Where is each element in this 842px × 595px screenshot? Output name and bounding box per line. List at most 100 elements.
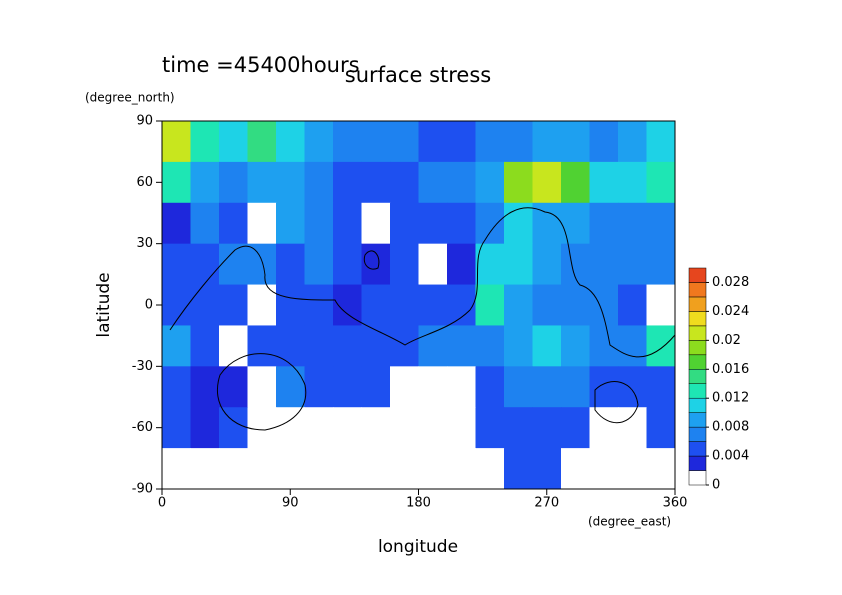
field-cell: [333, 121, 362, 163]
field-cell: [646, 448, 676, 490]
field-cell: [361, 121, 391, 163]
colorbar-label: 0.012: [712, 391, 749, 406]
field-cell: [532, 366, 562, 408]
field-cell: [333, 284, 362, 326]
colorbar-box: [688, 455, 707, 471]
field-cell: [504, 325, 533, 367]
field-cell: [247, 121, 277, 163]
y-tick-label: 60: [136, 175, 153, 190]
colorbar-box: [688, 282, 707, 298]
field-cell: [333, 366, 362, 408]
field-cell: [190, 284, 220, 326]
field-cell: [361, 161, 391, 204]
field-cell: [646, 161, 676, 204]
x-tick-label: 0: [158, 496, 166, 511]
field-cell: [219, 366, 248, 408]
subtitle: time =45400hours: [162, 53, 360, 77]
x-unit: (degree_east): [588, 515, 671, 529]
field-cell: [418, 202, 448, 245]
field-cell: [561, 448, 590, 490]
colorbar-box: [688, 325, 707, 341]
field-cell: [162, 243, 191, 286]
field-cell: [589, 243, 619, 286]
colorbar-box: [688, 267, 707, 283]
field-cell: [333, 325, 362, 367]
field-cell: [190, 448, 220, 490]
x-tick-label: 90: [282, 496, 299, 511]
field-cell: [162, 448, 191, 490]
field-cell: [504, 243, 533, 286]
field-cell: [447, 366, 476, 408]
field-cell: [504, 161, 533, 204]
field-cell: [532, 407, 562, 449]
field-cell: [561, 284, 590, 326]
field-cell: [162, 121, 191, 163]
field-cell: [247, 161, 277, 204]
field-cell: [418, 366, 448, 408]
field-cell: [646, 325, 676, 367]
field-cell: [532, 121, 562, 163]
field-cell: [589, 161, 619, 204]
field-cell: [589, 121, 619, 163]
field-cell: [190, 366, 220, 408]
field-cell: [447, 448, 476, 490]
field-cell: [361, 448, 391, 490]
colorbar-box: [688, 412, 707, 428]
field-cell: [390, 325, 419, 367]
field-cell: [361, 407, 391, 449]
field-cell: [276, 284, 305, 326]
coastlines: [169, 207, 676, 431]
field-cell: [304, 448, 334, 490]
field-cell: [561, 325, 590, 367]
colorbar-label: 0.02: [712, 333, 741, 348]
y-unit: (degree_north): [85, 91, 175, 105]
field-cell: [504, 407, 533, 449]
field-cell: [646, 121, 676, 163]
field-cell: [646, 407, 676, 449]
colorbar: 0 0.004 0.008 0.012 0.016 0.02 0.024 0.028: [688, 267, 749, 493]
field-cell: [361, 202, 391, 245]
field-cell: [475, 121, 505, 163]
colorbar-box: [688, 369, 707, 384]
field-cell: [162, 366, 191, 408]
field-cell: [219, 407, 248, 449]
field-cell: [561, 407, 590, 449]
field-cell: [276, 121, 305, 163]
x-tick-label: 270: [534, 496, 559, 511]
field-cell: [475, 325, 505, 367]
field-cell: [532, 243, 562, 286]
field-cell: [447, 243, 476, 286]
field-cell: [561, 366, 590, 408]
field-cell: [219, 284, 248, 326]
colorbar-label: 0.004: [712, 449, 749, 464]
field-cell: [618, 121, 647, 163]
field-cell: [304, 121, 334, 163]
field-cell: [304, 366, 334, 408]
field-cell: [219, 325, 248, 367]
field-cell: [304, 243, 334, 286]
field-cell: [162, 407, 191, 449]
field-cell: [390, 161, 419, 204]
field-cell: [361, 243, 391, 286]
x-tick-label: 360: [663, 496, 688, 511]
field-cell: [418, 121, 448, 163]
field-cell: [219, 448, 248, 490]
field-cell: [219, 161, 248, 204]
field-cell: [504, 121, 533, 163]
field-cell: [190, 121, 220, 163]
field-cell: [475, 202, 505, 245]
field-cell: [190, 407, 220, 449]
field-cell: [333, 202, 362, 245]
field-cell: [618, 448, 647, 490]
colorbar-box: [688, 340, 707, 356]
field-cell: [276, 325, 305, 367]
field-cell: [304, 325, 334, 367]
field-cell: [361, 325, 391, 367]
colorbar-label: 0.024: [712, 304, 749, 319]
field-cell: [390, 284, 419, 326]
field-cell: [504, 448, 533, 490]
field-cell: [532, 325, 562, 367]
field-cell: [333, 161, 362, 204]
field-cell: [447, 325, 476, 367]
